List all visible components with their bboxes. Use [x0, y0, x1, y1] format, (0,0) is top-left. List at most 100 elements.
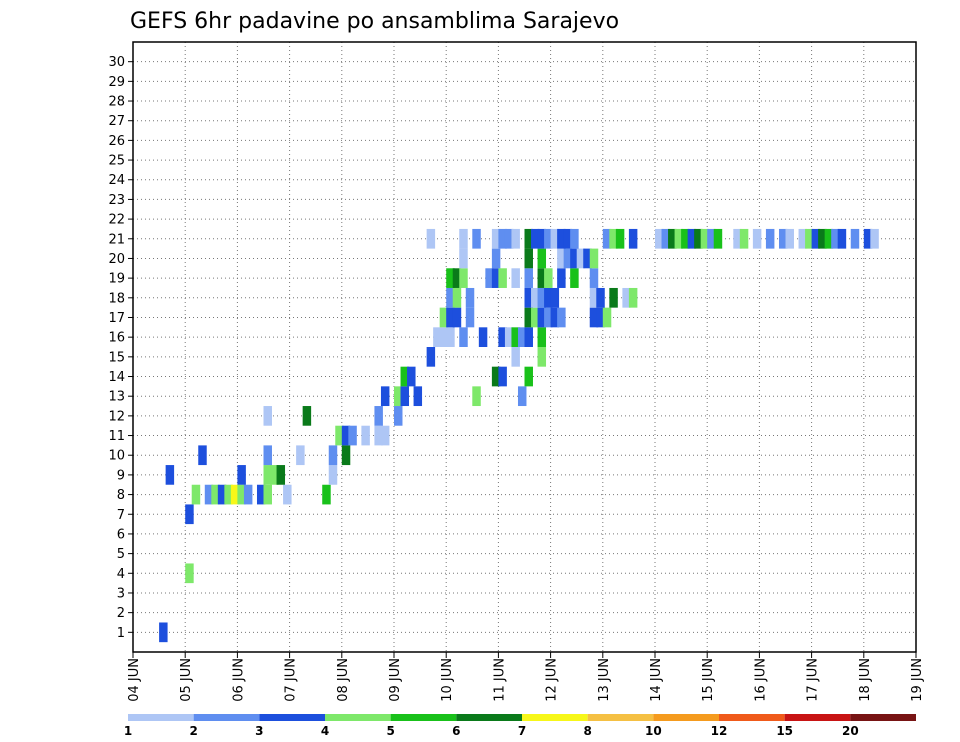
- x-tick-label: 06 JUN: [231, 658, 246, 702]
- chart-title: GEFS 6hr padavine po ansamblima Sarajevo: [130, 9, 619, 34]
- heatmap-cell: [263, 445, 272, 466]
- heatmap-cell: [341, 425, 351, 446]
- heatmap-cell: [544, 307, 553, 328]
- heatmap-cell: [831, 228, 840, 249]
- x-tick-label: 05 JUN: [179, 658, 194, 702]
- heatmap-cell: [263, 465, 272, 485]
- heatmap-cell: [374, 406, 383, 426]
- heatmap-cell: [452, 307, 462, 328]
- heatmap-cell: [472, 228, 481, 249]
- heatmap-cell: [537, 248, 547, 269]
- heatmap-cell: [524, 307, 533, 328]
- heatmap-cell: [478, 327, 488, 347]
- heatmap-cell: [524, 366, 533, 387]
- y-tick-label: 23: [108, 193, 125, 208]
- legend-label: 20: [842, 724, 859, 738]
- heatmap-cell: [557, 307, 566, 328]
- heatmap-cell: [498, 327, 507, 347]
- x-tick-label: 14 JUN: [649, 658, 664, 702]
- heatmap-cell: [537, 228, 547, 249]
- heatmap-cell: [217, 484, 227, 505]
- heatmap-cell: [589, 268, 599, 288]
- x-tick-label: 11 JUN: [492, 658, 507, 702]
- heatmap-cell: [524, 248, 533, 269]
- heatmap-cell: [778, 228, 788, 249]
- heatmap-cell: [452, 287, 462, 308]
- y-tick-label: 29: [108, 75, 125, 90]
- legend-swatch: [522, 714, 588, 721]
- y-tick-label: 16: [108, 331, 125, 346]
- heatmap-cell: [491, 268, 501, 288]
- legend-label: 1: [124, 724, 132, 738]
- x-tick-label: 12 JUN: [545, 658, 560, 702]
- y-tick-label: 18: [108, 291, 125, 306]
- plot-area: 1234567891011121314151617181920212223242…: [108, 41, 925, 702]
- legend-swatch: [193, 714, 260, 721]
- heatmap-cell: [185, 563, 194, 584]
- legend-label: 12: [711, 724, 728, 738]
- x-tick-label: 17 JUN: [806, 658, 821, 702]
- x-tick-label: 09 JUN: [388, 658, 403, 702]
- heatmap-cell: [557, 228, 566, 249]
- heatmap-cell: [263, 406, 272, 426]
- heatmap-cell: [198, 445, 207, 466]
- heatmap-cell: [511, 228, 520, 249]
- heatmap-cell: [589, 248, 599, 269]
- heatmap-cell: [485, 268, 494, 288]
- heatmap-cell: [407, 366, 416, 387]
- heatmap-cell: [628, 287, 638, 308]
- heatmap-cell: [765, 228, 775, 249]
- heatmap-cell: [465, 287, 475, 308]
- y-tick-label: 27: [108, 114, 125, 129]
- heatmap-cell: [237, 465, 246, 485]
- heatmap-cell: [426, 347, 436, 367]
- heatmap-cell: [159, 622, 168, 643]
- heatmap-cell: [498, 268, 507, 288]
- y-tick-label: 22: [108, 213, 125, 228]
- heatmap-cell: [361, 425, 370, 446]
- heatmap-cell: [668, 228, 677, 249]
- heatmap-cell: [452, 268, 462, 288]
- heatmap-cell: [557, 248, 566, 269]
- heatmap-cell: [204, 484, 214, 505]
- legend-label: 5: [386, 724, 394, 738]
- x-tick-label: 08 JUN: [336, 658, 351, 702]
- x-tick-label: 19 JUN: [910, 658, 925, 702]
- legend-label: 4: [321, 724, 329, 738]
- heatmap-cell: [700, 228, 710, 249]
- heatmap-cell: [524, 268, 533, 288]
- heatmap-cell: [328, 465, 338, 485]
- y-tick-label: 1: [117, 626, 125, 641]
- legend-label: 10: [645, 724, 662, 738]
- y-tick-label: 11: [108, 429, 125, 444]
- heatmap-cell: [615, 228, 625, 249]
- y-tick-label: 3: [117, 586, 125, 601]
- heatmap-cell: [511, 268, 520, 288]
- heatmap-cell: [824, 228, 834, 249]
- heatmap-cell: [185, 504, 194, 525]
- heatmap-cell: [550, 287, 560, 308]
- heatmap-cell: [602, 307, 612, 328]
- heatmap-cell: [328, 445, 338, 466]
- legend-swatch: [456, 714, 522, 721]
- heatmap-cell: [498, 228, 507, 249]
- heatmap-cell: [446, 287, 455, 308]
- heatmap-cell: [563, 248, 573, 269]
- y-tick-label: 19: [108, 272, 125, 287]
- heatmap-cell: [596, 307, 605, 328]
- heatmap-cell: [224, 484, 233, 505]
- y-tick-label: 9: [117, 468, 125, 483]
- x-tick-label: 15 JUN: [701, 658, 716, 702]
- heatmap-cell: [517, 386, 527, 407]
- heatmap-cell: [380, 386, 390, 407]
- heatmap-cell: [491, 248, 501, 269]
- y-tick-label: 5: [117, 547, 125, 562]
- legend-swatch: [719, 714, 785, 721]
- heatmap-cell: [550, 228, 560, 249]
- heatmap-cell: [681, 228, 690, 249]
- y-tick-label: 10: [108, 449, 125, 464]
- y-tick-label: 20: [108, 252, 125, 267]
- heatmap-cell: [335, 425, 344, 446]
- heatmap-cell: [524, 327, 533, 347]
- heatmap-cell: [491, 366, 501, 387]
